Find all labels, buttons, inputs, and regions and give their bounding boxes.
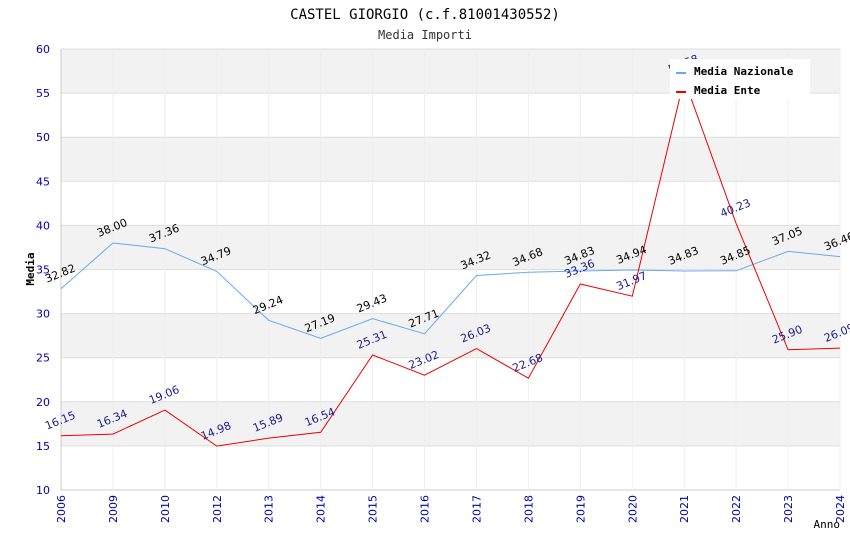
x-tick-label: 2010 [159,495,172,523]
background-band [61,401,840,446]
background-band [61,313,840,358]
y-tick-label: 55 [36,87,50,100]
background-bands [61,49,840,490]
background-band [61,357,840,402]
legend-label-media-ente: Media Ente [694,84,761,97]
x-tick-label: 2020 [626,495,639,523]
legend-label-media-nazionale: Media Nazionale [694,65,794,78]
series-line-media-ente [60,77,841,447]
y-tick-label: 45 [36,175,50,188]
x-tick-label: 2009 [107,495,120,523]
y-tick-label: 50 [36,131,50,144]
y-axis-ticks: 10 15 20 25 30 35 40 45 50 55 60 [36,43,50,497]
x-tick-label: 2019 [574,495,587,523]
background-band [61,269,840,314]
chart-title: CASTEL GIORGIO (c.f.81001430552) [290,7,560,23]
chart-subtitle: Media Importi [378,28,472,42]
x-tick-label: 2021 [678,495,691,523]
y-tick-label: 15 [36,440,50,453]
x-tick-label: 2006 [55,495,68,523]
x-axis-label: Anno [814,518,841,531]
y-tick-label: 40 [36,219,50,232]
x-tick-label: 2016 [419,495,432,523]
y-tick-label: 35 [36,264,50,277]
background-band [61,93,840,138]
series-layer [60,77,841,447]
x-tick-label: 2018 [522,495,535,523]
x-tick-label: 2012 [211,495,224,523]
x-tick-label: 2013 [263,495,276,523]
gridlines [60,48,841,491]
x-tick-label: 2017 [470,495,483,523]
x-tick-label: 2022 [730,495,743,523]
y-axis-label: Media [24,252,37,285]
x-tick-label: 2015 [367,495,380,523]
x-tick-label: 2024 [834,495,847,523]
background-band [61,181,840,226]
background-band [61,445,840,490]
legend: Media Nazionale Media Ente [670,59,810,99]
y-tick-label: 10 [36,484,50,497]
x-tick-label: 2023 [782,495,795,523]
series-line-media-nazionale [60,242,841,339]
y-tick-label: 60 [36,43,50,56]
legend-box [670,59,810,99]
y-tick-label: 30 [36,308,50,321]
x-tick-label: 2014 [315,495,328,523]
background-band [61,137,840,182]
y-tick-label: 25 [36,352,50,365]
y-tick-label: 20 [36,396,50,409]
x-axis-ticks: 2006 2009 2010 2012 2013 2014 2015 2016 2017 2018… [55,495,847,523]
background-band [61,225,840,270]
